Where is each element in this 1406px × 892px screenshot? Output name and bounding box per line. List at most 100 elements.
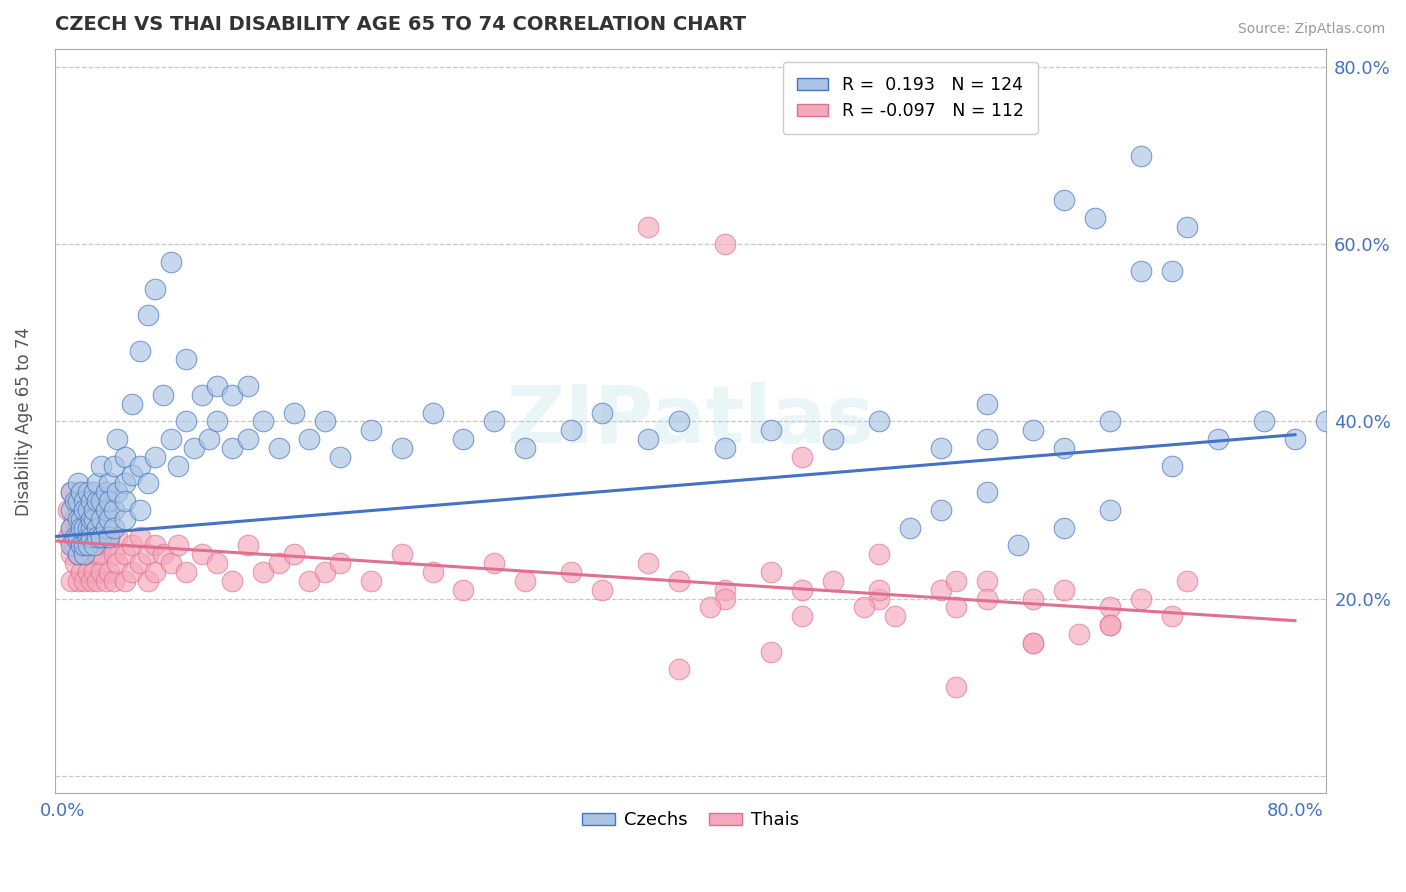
Point <box>103 574 125 588</box>
Point <box>114 494 136 508</box>
Point <box>76 565 98 579</box>
Point <box>1053 582 1076 597</box>
Point <box>329 556 352 570</box>
Point <box>1099 414 1122 428</box>
Point <box>453 582 475 597</box>
Point <box>391 547 413 561</box>
Point <box>314 565 336 579</box>
Point <box>637 432 659 446</box>
Point <box>98 529 121 543</box>
Point <box>90 512 112 526</box>
Point <box>221 441 243 455</box>
Point <box>76 529 98 543</box>
Point <box>167 458 190 473</box>
Point <box>86 494 108 508</box>
Point <box>90 494 112 508</box>
Point <box>945 680 967 694</box>
Y-axis label: Disability Age 65 to 74: Disability Age 65 to 74 <box>15 327 32 516</box>
Point <box>98 529 121 543</box>
Point <box>83 503 105 517</box>
Point <box>205 414 228 428</box>
Point <box>83 485 105 500</box>
Point <box>761 645 783 659</box>
Point <box>103 521 125 535</box>
Point <box>637 556 659 570</box>
Point <box>143 538 166 552</box>
Point <box>283 405 305 419</box>
Point <box>70 485 93 500</box>
Point <box>65 556 87 570</box>
Point <box>560 423 582 437</box>
Point <box>422 405 444 419</box>
Point <box>94 529 117 543</box>
Point <box>1084 211 1107 225</box>
Point <box>1130 591 1153 606</box>
Point <box>637 219 659 234</box>
Point <box>94 503 117 517</box>
Point <box>76 529 98 543</box>
Point <box>65 529 87 543</box>
Point <box>1053 441 1076 455</box>
Point <box>59 485 82 500</box>
Point <box>129 343 152 358</box>
Point <box>143 450 166 464</box>
Point <box>73 503 96 517</box>
Point <box>591 405 613 419</box>
Point <box>1130 149 1153 163</box>
Point <box>1099 600 1122 615</box>
Point <box>67 529 90 543</box>
Point <box>73 574 96 588</box>
Point <box>90 458 112 473</box>
Point <box>976 485 998 500</box>
Point <box>65 529 87 543</box>
Point <box>1053 193 1076 207</box>
Point <box>1175 574 1198 588</box>
Point <box>1099 618 1122 632</box>
Point <box>792 609 814 624</box>
Point <box>976 591 998 606</box>
Point <box>945 574 967 588</box>
Point <box>73 538 96 552</box>
Point <box>976 397 998 411</box>
Point <box>868 547 890 561</box>
Point <box>59 521 82 535</box>
Point <box>94 574 117 588</box>
Point <box>714 237 737 252</box>
Point <box>236 538 259 552</box>
Point <box>59 538 82 552</box>
Point <box>482 414 505 428</box>
Point <box>86 521 108 535</box>
Point <box>298 432 321 446</box>
Point <box>1160 264 1182 278</box>
Point <box>67 476 90 491</box>
Point <box>1007 538 1029 552</box>
Point <box>79 547 101 561</box>
Point <box>868 591 890 606</box>
Point <box>67 521 90 535</box>
Point <box>1175 219 1198 234</box>
Point <box>236 432 259 446</box>
Point <box>252 414 274 428</box>
Point <box>98 476 121 491</box>
Point <box>59 485 82 500</box>
Point <box>121 467 143 482</box>
Point <box>976 432 998 446</box>
Point <box>114 512 136 526</box>
Point <box>236 379 259 393</box>
Point <box>67 574 90 588</box>
Point <box>79 521 101 535</box>
Point <box>105 485 128 500</box>
Point <box>159 255 181 269</box>
Point <box>56 529 79 543</box>
Point <box>898 521 921 535</box>
Point <box>67 512 90 526</box>
Point <box>267 556 290 570</box>
Point <box>83 512 105 526</box>
Point <box>67 494 90 508</box>
Point <box>1069 627 1091 641</box>
Point <box>73 494 96 508</box>
Point <box>1253 414 1275 428</box>
Point <box>422 565 444 579</box>
Point <box>94 521 117 535</box>
Point <box>1022 636 1045 650</box>
